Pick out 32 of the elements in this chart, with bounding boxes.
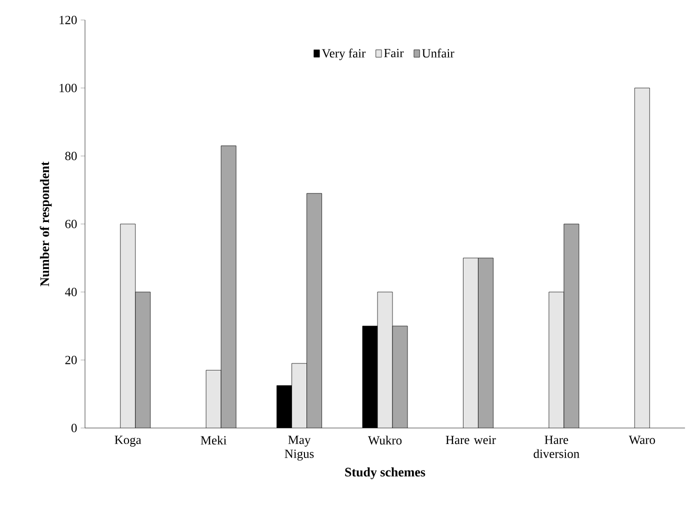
bar [634, 88, 650, 428]
x-tick-label: Waro [628, 436, 656, 444]
bar [392, 326, 408, 428]
bar [378, 292, 393, 428]
bar [478, 258, 494, 428]
y-tick-label: 0 [71, 424, 77, 432]
bar [135, 292, 150, 428]
x-tick-label: May Nigus [284, 436, 314, 461]
y-tick-label: 120 [60, 16, 77, 24]
bar [306, 193, 322, 428]
y-tick-label: 40 [65, 288, 77, 296]
x-tick-label: Meki [200, 436, 226, 445]
y-tick-label: 20 [65, 356, 77, 364]
y-tick-label: 100 [60, 84, 77, 92]
legend-label: Unfair [422, 48, 454, 58]
bar [120, 224, 136, 428]
bar [548, 292, 564, 428]
bar [221, 146, 236, 428]
x-tick-label: Koga [114, 436, 142, 447]
y-tick-label: 60 [65, 220, 77, 228]
bar [564, 224, 580, 428]
bar [463, 258, 478, 428]
y-axis-title: Number of respondent [40, 162, 52, 286]
legend-label: Very fair [322, 48, 366, 60]
x-tick-label: Hare weir [446, 436, 496, 444]
x-tick-label: Hare diversion [534, 436, 580, 458]
bar [206, 370, 222, 428]
x-tick-label: Wukro [368, 436, 402, 445]
x-axis-title: Study schemes [345, 467, 426, 480]
y-tick-label: 80 [65, 152, 77, 160]
legend-label: Fair [384, 48, 404, 58]
bar [292, 363, 307, 428]
